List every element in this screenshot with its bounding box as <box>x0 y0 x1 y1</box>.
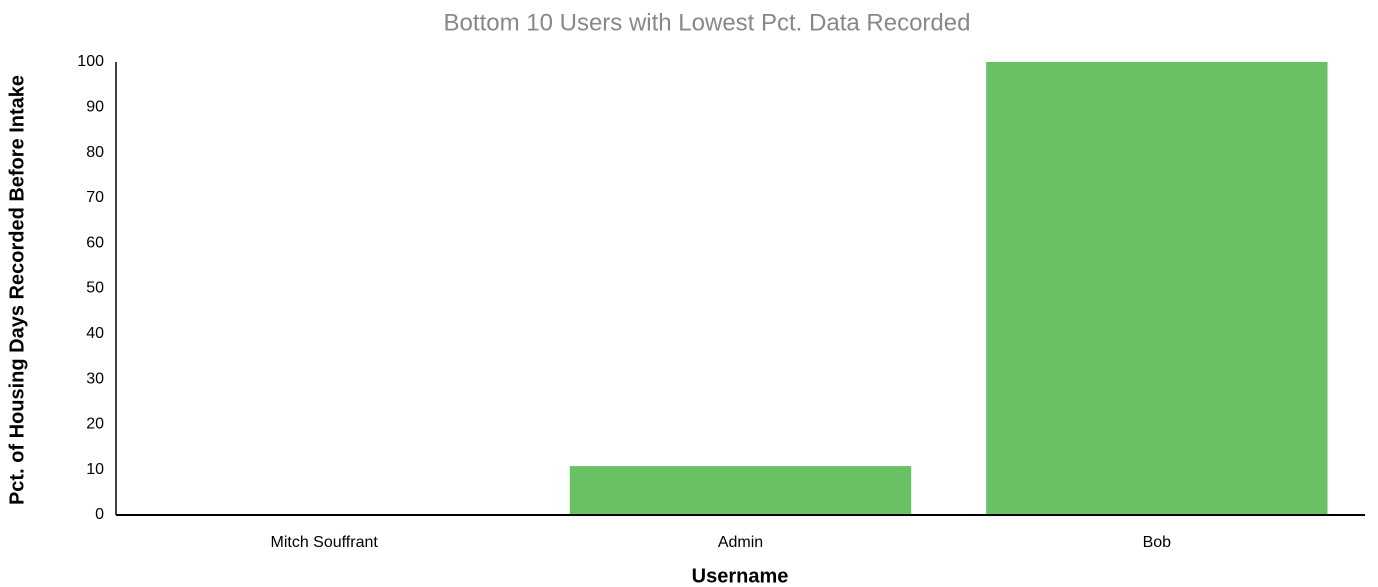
y-tick-label: 30 <box>86 370 104 387</box>
y-tick-label: 60 <box>86 234 104 251</box>
y-tick-label: 40 <box>86 325 104 342</box>
y-tick-label: 10 <box>86 461 104 478</box>
x-tick-label: Bob <box>1143 534 1172 551</box>
y-axis-title: Pct. of Housing Days Recorded Before Int… <box>6 75 28 505</box>
y-tick-label: 100 <box>77 53 104 70</box>
y-tick-label: 80 <box>86 144 104 161</box>
y-tick-label: 0 <box>95 506 104 523</box>
chart-title: Bottom 10 Users with Lowest Pct. Data Re… <box>444 9 971 36</box>
bar <box>569 466 912 515</box>
bar <box>986 62 1328 515</box>
x-tick-label: Admin <box>718 534 763 551</box>
x-axis-title: Username <box>692 565 789 587</box>
y-tick-label: 20 <box>86 416 104 433</box>
y-tick-label: 50 <box>86 280 104 297</box>
y-tick-label: 70 <box>86 189 104 206</box>
y-tick-label: 90 <box>86 99 104 116</box>
x-tick-label: Mitch Souffrant <box>271 534 379 551</box>
